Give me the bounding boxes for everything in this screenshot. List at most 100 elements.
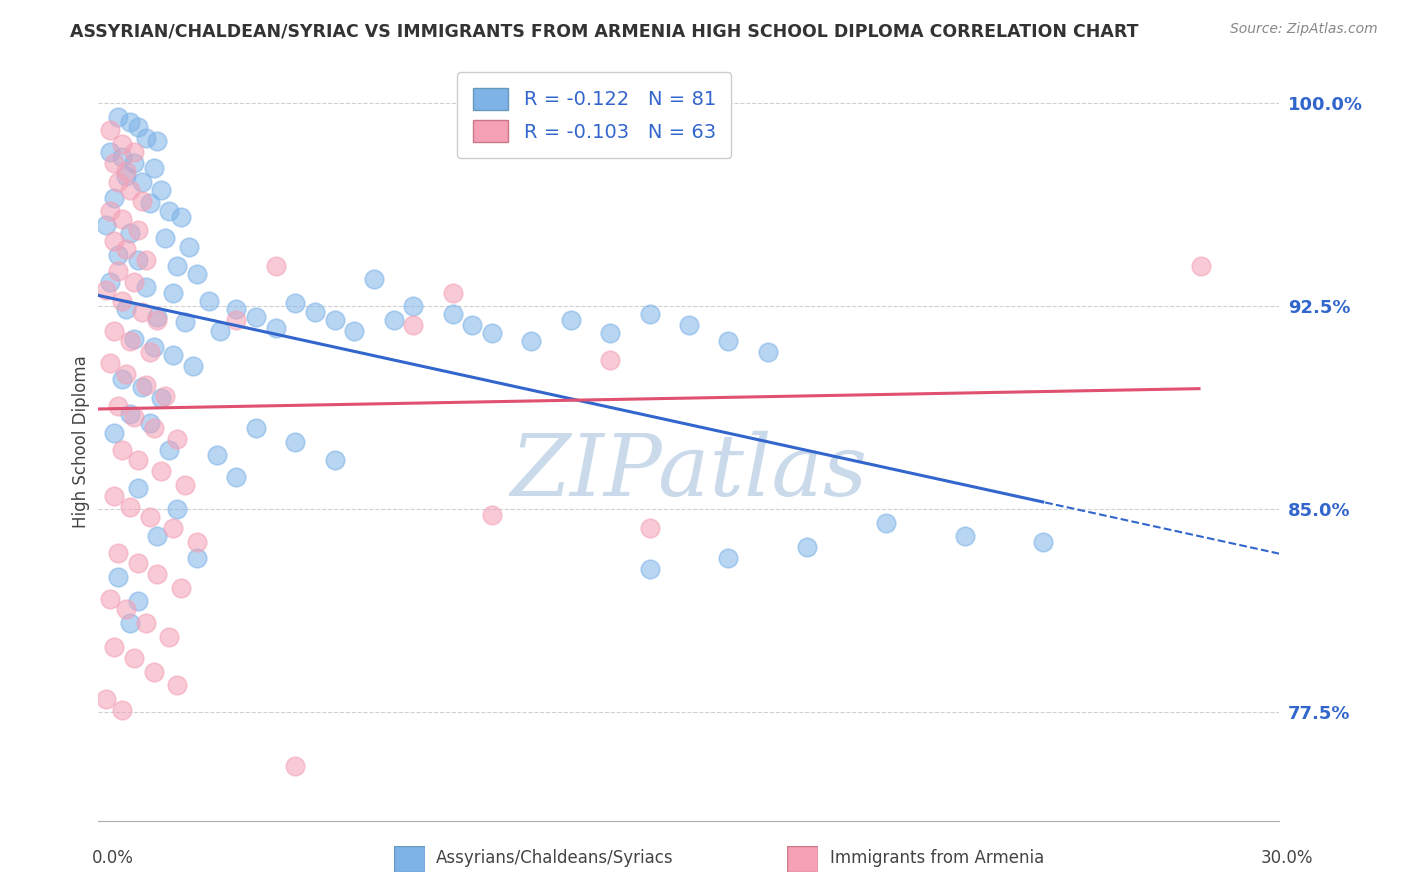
Point [441,285,464,300]
Point [122,410,145,425]
Point [205,448,228,462]
Point [142,421,165,435]
Point [103,426,125,441]
Point [122,155,145,169]
Point [186,551,208,566]
Point [135,280,157,294]
Point [225,301,247,316]
Point [98,356,121,370]
Text: ZIPatlas: ZIPatlas [510,431,868,513]
Point [118,408,141,422]
Text: Assyrians/Chaldeans/Syriacs: Assyrians/Chaldeans/Syriacs [436,849,673,867]
Point [186,534,208,549]
Point [111,703,134,717]
Point [107,570,129,584]
Point [150,391,173,405]
Point [363,272,385,286]
Point [98,591,121,606]
Point [103,155,125,169]
Point [481,326,503,341]
Point [107,545,129,559]
Point [122,651,145,665]
Point [142,665,165,679]
Point [181,359,204,373]
Point [155,388,177,402]
Point [875,516,897,530]
Point [118,500,141,514]
Point [481,508,503,522]
Point [96,691,118,706]
Point [98,123,121,137]
Point [127,481,149,495]
Point [142,340,165,354]
Point [166,678,188,692]
Point [162,348,184,362]
Point [111,212,134,227]
Point [717,551,740,566]
Point [170,581,193,595]
Point [146,134,169,148]
Point [127,594,149,608]
Point [323,312,346,326]
Point [111,293,134,308]
Point [98,145,121,159]
Point [122,275,145,289]
Point [599,326,621,341]
Point [264,320,287,334]
Point [166,502,188,516]
Point [157,442,180,457]
Point [953,529,976,543]
Point [678,318,700,332]
Point [174,315,197,329]
Point [638,307,661,321]
Point [98,275,121,289]
Point [1189,259,1212,273]
Point [127,453,149,467]
Point [111,150,134,164]
Point [304,304,326,318]
Point [155,231,177,245]
Point [162,521,184,535]
Point [131,304,153,318]
Point [245,421,267,435]
Point [107,110,129,124]
Y-axis label: High School Diploma: High School Diploma [72,355,90,528]
Point [150,183,173,197]
Point [146,529,169,543]
Point [343,324,366,338]
Point [717,334,740,349]
Point [111,442,134,457]
Point [638,521,661,535]
Point [157,630,180,644]
Point [245,310,267,324]
Point [225,312,247,326]
Point [142,161,165,175]
Point [284,296,307,310]
Point [122,332,145,346]
Point [166,259,188,273]
Point [146,567,169,582]
Point [118,615,141,630]
Point [107,264,129,278]
Point [138,196,160,211]
Point [284,759,307,773]
Point [107,400,129,414]
Point [135,131,157,145]
Text: 30.0%: 30.0% [1260,849,1313,867]
Point [118,115,141,129]
Point [103,191,125,205]
Point [209,324,232,338]
Point [197,293,219,308]
Point [162,285,184,300]
Point [146,310,169,324]
Point [382,312,405,326]
Point [796,540,818,554]
Point [103,640,125,655]
Legend: R = -0.122   N = 81, R = -0.103   N = 63: R = -0.122 N = 81, R = -0.103 N = 63 [457,72,731,158]
Point [122,145,145,159]
Point [461,318,484,332]
Point [323,453,346,467]
Point [284,434,307,449]
Point [103,324,125,338]
Point [115,169,138,183]
